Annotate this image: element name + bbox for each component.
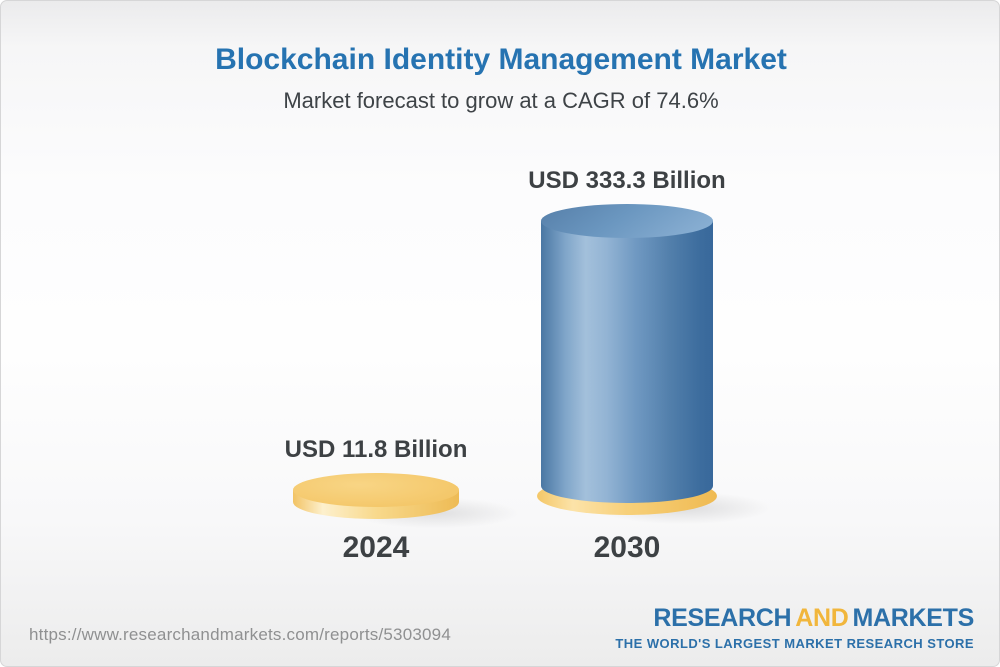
research-and-markets-logo: RESEARCH AND MARKETS THE WORLD'S LARGEST M… — [615, 604, 974, 651]
logo-wordmark: RESEARCH AND MARKETS — [615, 604, 974, 633]
logo-tagline: THE WORLD'S LARGEST MARKET RESEARCH STOR… — [615, 636, 974, 651]
logo-word-and: AND — [795, 604, 849, 632]
value-label-2024: USD 11.8 Billion — [284, 436, 468, 463]
source-url: https://www.researchandmarkets.com/repor… — [29, 625, 451, 644]
page-subtitle: Market forecast to grow at a CAGR of 74.… — [283, 88, 719, 113]
logo-word-research: RESEARCH — [653, 604, 792, 632]
bar-2030-body — [541, 221, 713, 486]
value-label-2030: USD 333.3 Billion — [528, 167, 726, 194]
bar-2030-top-cap — [541, 204, 713, 238]
logo-word-markets: MARKETS — [852, 604, 974, 632]
bar-2024-top-cap — [293, 473, 459, 507]
year-label-2024: 2024 — [342, 531, 410, 564]
page-title: Blockchain Identity Management Market — [215, 43, 787, 76]
year-label-2030: 2030 — [593, 531, 661, 564]
